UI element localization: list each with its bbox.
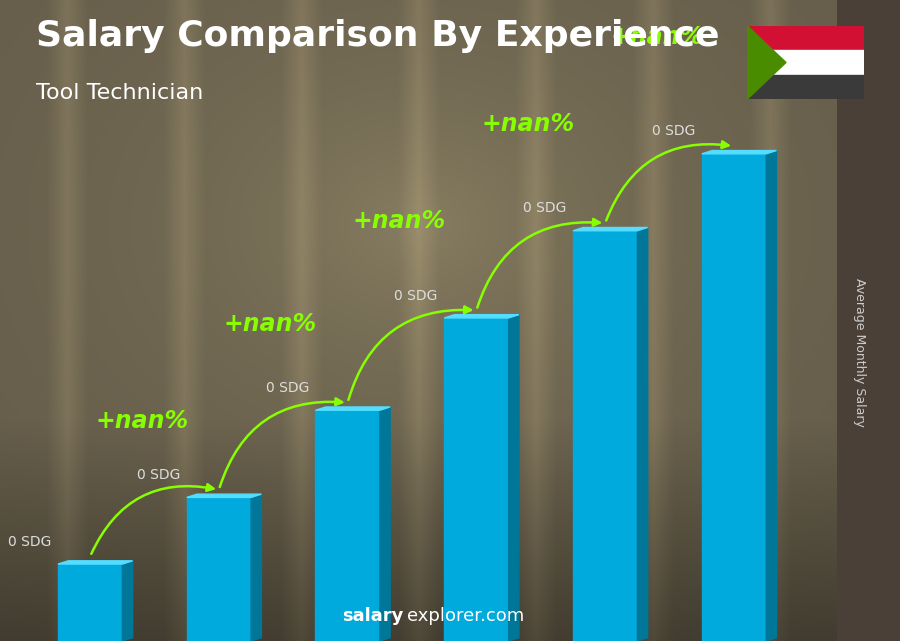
Polygon shape	[316, 407, 391, 410]
Polygon shape	[186, 497, 251, 641]
Polygon shape	[445, 318, 508, 641]
Polygon shape	[58, 564, 122, 641]
Polygon shape	[186, 494, 261, 497]
Bar	[747, 26, 864, 50]
Text: 0 SDG: 0 SDG	[394, 288, 437, 303]
Text: explorer.com: explorer.com	[407, 607, 524, 625]
Text: +nan%: +nan%	[95, 410, 188, 433]
Text: 0 SDG: 0 SDG	[8, 535, 51, 549]
Polygon shape	[58, 561, 132, 564]
Polygon shape	[702, 154, 766, 641]
Text: 0 SDG: 0 SDG	[266, 381, 309, 395]
Bar	[747, 50, 864, 75]
Bar	[747, 75, 864, 99]
Text: 0 SDG: 0 SDG	[137, 468, 180, 482]
Polygon shape	[508, 315, 519, 641]
Polygon shape	[637, 228, 648, 641]
Polygon shape	[573, 228, 648, 231]
Polygon shape	[251, 494, 261, 641]
Polygon shape	[122, 561, 132, 641]
Text: 0 SDG: 0 SDG	[652, 124, 696, 138]
Polygon shape	[747, 26, 786, 99]
Text: +nan%: +nan%	[224, 312, 317, 336]
Polygon shape	[316, 410, 380, 641]
Text: 0 SDG: 0 SDG	[523, 201, 567, 215]
Polygon shape	[766, 151, 777, 641]
Text: +nan%: +nan%	[482, 112, 574, 136]
Text: Average Monthly Salary: Average Monthly Salary	[853, 278, 866, 427]
Text: +nan%: +nan%	[610, 25, 703, 49]
Polygon shape	[702, 151, 777, 154]
Text: +nan%: +nan%	[353, 210, 446, 233]
Polygon shape	[445, 315, 519, 318]
Polygon shape	[573, 231, 637, 641]
Polygon shape	[380, 407, 391, 641]
Text: Tool Technician: Tool Technician	[36, 83, 203, 103]
Text: salary: salary	[342, 607, 403, 625]
Text: Salary Comparison By Experience: Salary Comparison By Experience	[36, 19, 719, 53]
